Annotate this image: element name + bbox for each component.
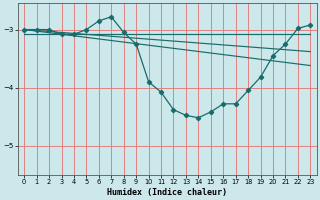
X-axis label: Humidex (Indice chaleur): Humidex (Indice chaleur) [107, 188, 227, 197]
